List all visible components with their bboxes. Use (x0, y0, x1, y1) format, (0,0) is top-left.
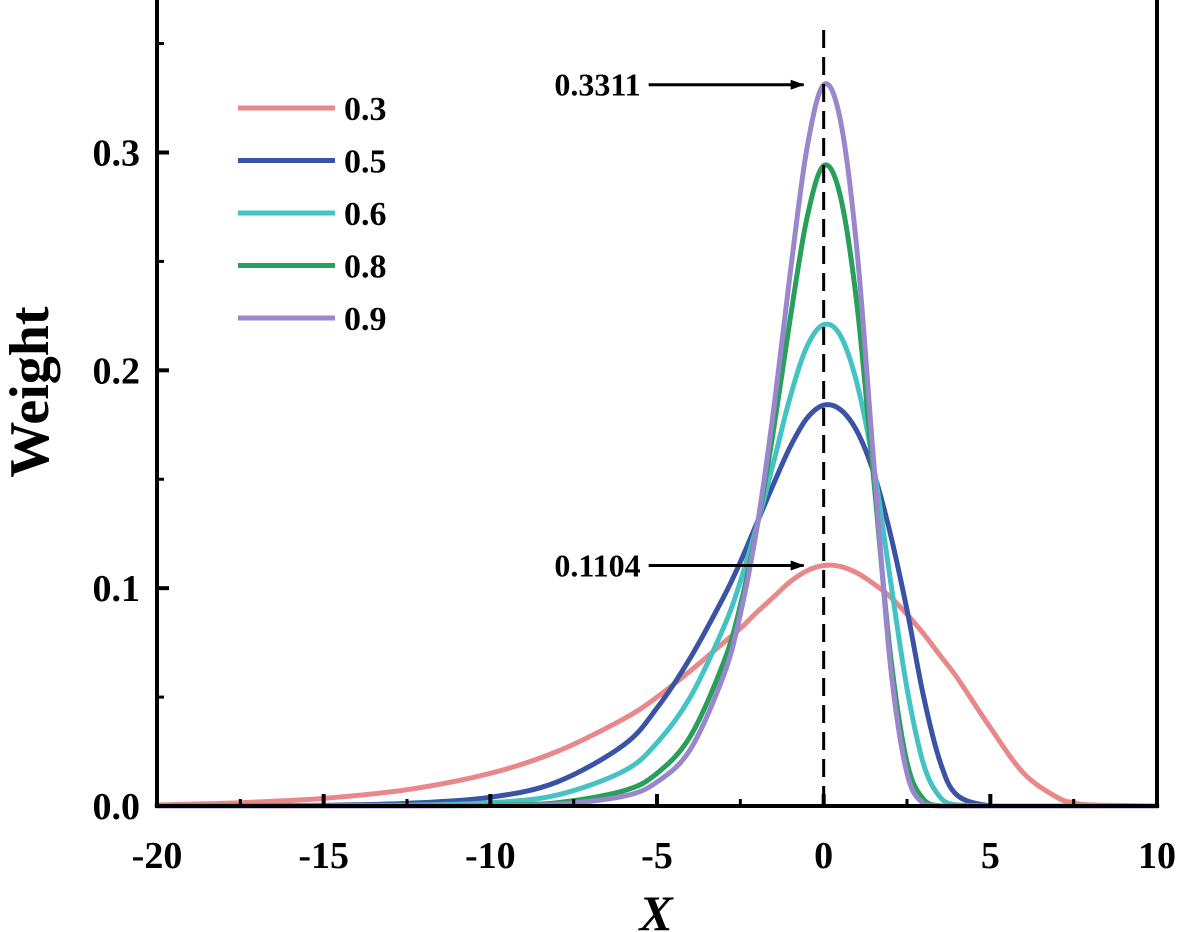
y-tick-label: 0.3 (93, 132, 141, 174)
y-axis-title: Weight (0, 306, 61, 477)
annotation-layer: 0.3311 0.1104 (554, 67, 805, 584)
series-layer (154, 81, 1160, 809)
x-axis-title: X (637, 885, 674, 932)
x-tick-label: -5 (641, 835, 673, 877)
axes-layer: -20 -15 -10 -5 0 5 10 0.0 0.1 0.2 0.3 (93, 0, 1176, 877)
legend-label-0-5: 0.5 (344, 144, 387, 181)
y-tick-label: 0.2 (93, 350, 141, 392)
legend-label-0-6: 0.6 (344, 196, 387, 233)
x-tick-label: 0 (814, 835, 833, 877)
y-tick-label: 0.0 (93, 786, 141, 828)
annotation-label-1: 0.1104 (554, 548, 640, 584)
x-tick-label: 10 (1138, 835, 1176, 877)
y-tick-label: 0.1 (93, 568, 141, 610)
legend-label-0-8: 0.8 (344, 249, 387, 286)
x-tick-label: -10 (465, 835, 516, 877)
legend: 0.3 0.5 0.6 0.8 0.9 (238, 91, 387, 338)
legend-label-0-9: 0.9 (344, 301, 387, 338)
series-line-0-3 (154, 562, 1160, 809)
annotation-label-0: 0.3311 (554, 67, 640, 103)
x-tick-label: -15 (298, 835, 349, 877)
x-tick-label: 5 (981, 835, 1000, 877)
legend-label-0-3: 0.3 (344, 91, 387, 128)
x-tick-label: -20 (132, 835, 183, 877)
